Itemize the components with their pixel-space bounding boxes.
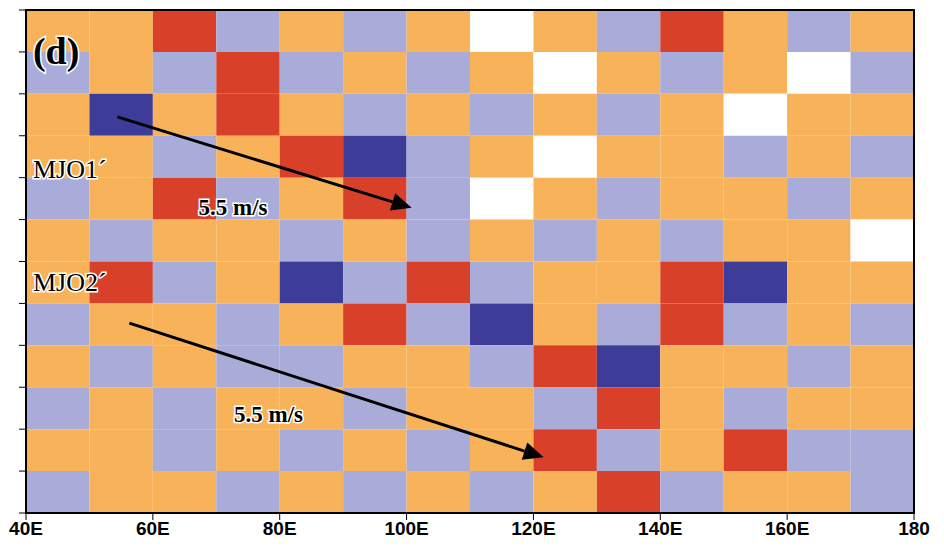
svg-text:40E: 40E (9, 518, 43, 539)
svg-text:80E: 80E (263, 518, 297, 539)
svg-text:(d): (d) (33, 30, 79, 73)
svg-text:120E: 120E (511, 518, 555, 539)
svg-text:100E: 100E (384, 518, 428, 539)
svg-text:MJO1´: MJO1´ (33, 155, 107, 184)
svg-text:160E: 160E (765, 518, 809, 539)
svg-text:180: 180 (898, 518, 930, 539)
svg-text:60E: 60E (136, 518, 170, 539)
svg-text:5.5 m/s: 5.5 m/s (199, 195, 268, 220)
svg-text:140E: 140E (638, 518, 682, 539)
svg-text:5.5 m/s: 5.5 m/s (234, 402, 303, 427)
svg-text:MJO2´: MJO2´ (33, 268, 107, 297)
